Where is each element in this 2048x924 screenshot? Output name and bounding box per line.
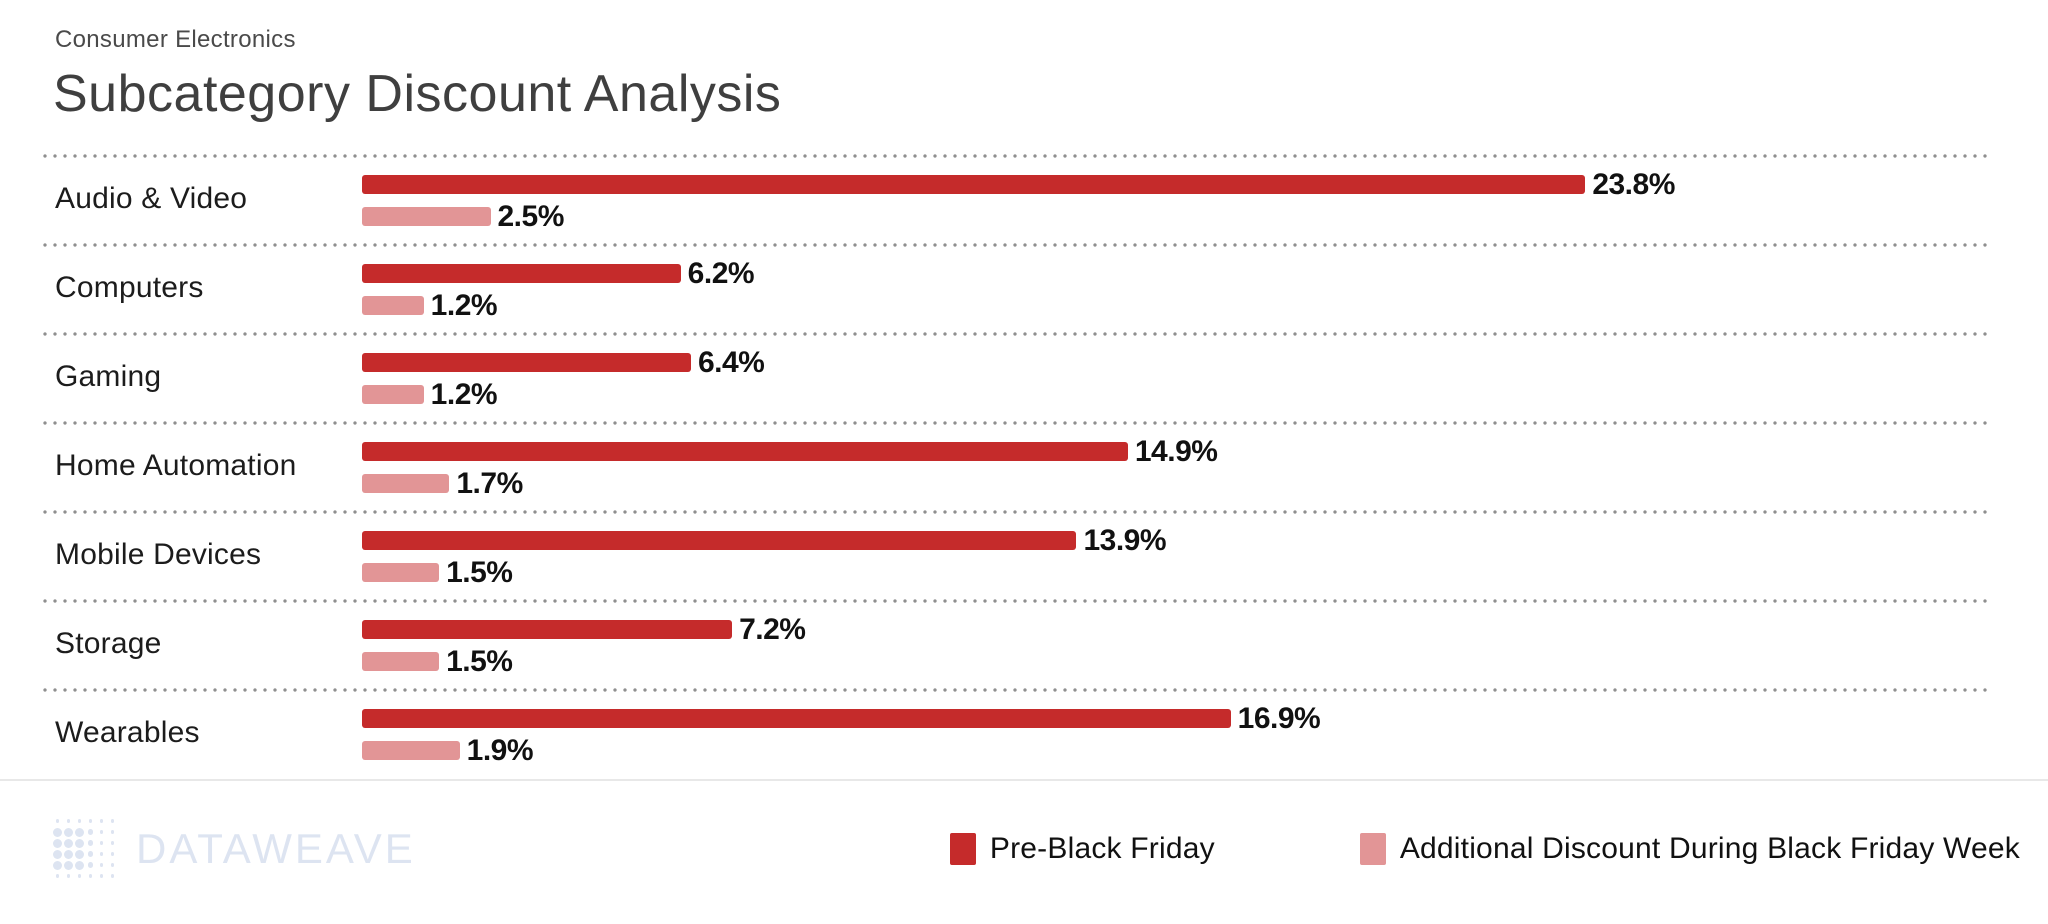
pre-black-friday-bar bbox=[362, 175, 1586, 194]
additional-discount-bar bbox=[362, 385, 424, 404]
legend-item-pre-black-friday: Pre-Black Friday bbox=[949, 831, 1215, 866]
additional-discount-bar-line: 1.5% bbox=[362, 556, 2048, 589]
category-label: Mobile Devices bbox=[55, 537, 262, 571]
pre-black-friday-bar bbox=[362, 264, 681, 283]
additional-discount-value: 1.2% bbox=[430, 288, 498, 322]
additional-discount-value: 1.2% bbox=[430, 377, 498, 411]
pre-black-friday-value: 6.4% bbox=[697, 345, 765, 379]
pre-black-friday-bar bbox=[362, 709, 1231, 728]
additional-discount-bar-line: 1.2% bbox=[362, 289, 2048, 322]
additional-discount-bar-line: 1.5% bbox=[362, 645, 2048, 678]
additional-discount-bar bbox=[362, 474, 450, 493]
pre-black-friday-bar-line: 7.2% bbox=[362, 613, 2048, 646]
page-title: Subcategory Discount Analysis bbox=[53, 65, 782, 123]
pre-black-friday-value: 13.9% bbox=[1083, 523, 1167, 557]
additional-discount-value: 1.9% bbox=[466, 733, 534, 767]
pre-black-friday-value: 16.9% bbox=[1237, 701, 1321, 735]
dataweave-logo: DATAWEAVE bbox=[52, 816, 416, 882]
category-label: Wearables bbox=[55, 715, 200, 749]
dataweave-logo-icon bbox=[52, 816, 118, 882]
pre-black-friday-value: 14.9% bbox=[1134, 434, 1218, 468]
category-bars: 14.9% 1.7% bbox=[362, 421, 2048, 510]
category-bars: 6.2% 1.2% bbox=[362, 243, 2048, 332]
pre-black-friday-bar-line: 16.9% bbox=[362, 702, 2048, 735]
pre-black-friday-value: 7.2% bbox=[739, 612, 806, 646]
pre-black-friday-bar-line: 14.9% bbox=[362, 435, 2048, 468]
bar-chart: Audio & Video 23.8% 2.5% Computers 6.2% bbox=[0, 154, 2048, 777]
pre-black-friday-bar-line: 6.2% bbox=[362, 257, 2048, 290]
additional-discount-value: 1.5% bbox=[446, 644, 513, 678]
legend: Pre-Black Friday Additional Discount Dur… bbox=[949, 831, 2020, 866]
category-label: Audio & Video bbox=[55, 181, 248, 215]
pre-black-friday-value: 23.8% bbox=[1592, 167, 1675, 201]
category-bars: 13.9% 1.5% bbox=[362, 510, 2048, 599]
additional-discount-value: 2.5% bbox=[497, 199, 565, 233]
category-row: Home Automation 14.9% 1.7% bbox=[0, 421, 2048, 510]
legend-item-additional-discount: Additional Discount During Black Friday … bbox=[1359, 831, 2020, 866]
additional-discount-bar-line: 1.7% bbox=[362, 467, 2048, 500]
pre-black-friday-bar-line: 13.9% bbox=[362, 524, 2048, 557]
category-row: Audio & Video 23.8% 2.5% bbox=[0, 154, 2048, 243]
category-label: Gaming bbox=[55, 359, 162, 393]
category-row: Computers 6.2% 1.2% bbox=[0, 243, 2048, 332]
additional-discount-value: 1.7% bbox=[456, 466, 523, 500]
chart-footer: DATAWEAVE Pre-Black Friday Additional Di… bbox=[0, 779, 2048, 924]
pre-black-friday-bar bbox=[362, 353, 691, 372]
pre-black-friday-value: 6.2% bbox=[687, 256, 755, 290]
category-row: Gaming 6.4% 1.2% bbox=[0, 332, 2048, 421]
additional-discount-bar-line: 2.5% bbox=[362, 200, 2048, 233]
pre-black-friday-bar-line: 6.4% bbox=[362, 346, 2048, 379]
additional-discount-bar bbox=[362, 741, 460, 760]
category-bars: 6.4% 1.2% bbox=[362, 332, 2048, 421]
additional-discount-bar-line: 1.9% bbox=[362, 734, 2048, 767]
additional-discount-bar bbox=[362, 563, 440, 582]
additional-discount-value: 1.5% bbox=[446, 555, 513, 589]
pre-black-friday-bar bbox=[362, 442, 1128, 461]
category-row: Wearables 16.9% 1.9% bbox=[0, 688, 2048, 777]
legend-label-pre-black-friday: Pre-Black Friday bbox=[989, 831, 1215, 865]
chart-header: Consumer Electronics Subcategory Discoun… bbox=[0, 0, 2048, 124]
pre-black-friday-bar bbox=[362, 620, 733, 639]
category-row: Mobile Devices 13.9% 1.5% bbox=[0, 510, 2048, 599]
dataweave-logo-text: DATAWEAVE bbox=[136, 824, 416, 872]
category-bars: 23.8% 2.5% bbox=[362, 154, 2048, 243]
additional-discount-bar-line: 1.2% bbox=[362, 378, 2048, 411]
additional-discount-bar bbox=[362, 207, 491, 226]
category-label: Home Automation bbox=[55, 448, 297, 482]
legend-label-additional-discount: Additional Discount During Black Friday … bbox=[1399, 831, 2020, 865]
additional-discount-bar bbox=[362, 296, 424, 315]
chart-subtitle: Consumer Electronics bbox=[55, 26, 296, 53]
category-bars: 7.2% 1.5% bbox=[362, 599, 2048, 688]
category-label: Computers bbox=[55, 270, 204, 304]
category-bars: 16.9% 1.9% bbox=[362, 688, 2048, 777]
legend-swatch-additional-discount-icon bbox=[1359, 832, 1386, 865]
additional-discount-bar bbox=[362, 652, 440, 671]
legend-swatch-pre-black-friday-icon bbox=[949, 832, 976, 865]
pre-black-friday-bar bbox=[362, 531, 1077, 550]
category-label: Storage bbox=[55, 626, 162, 660]
category-row: Storage 7.2% 1.5% bbox=[0, 599, 2048, 688]
pre-black-friday-bar-line: 23.8% bbox=[362, 168, 2048, 201]
